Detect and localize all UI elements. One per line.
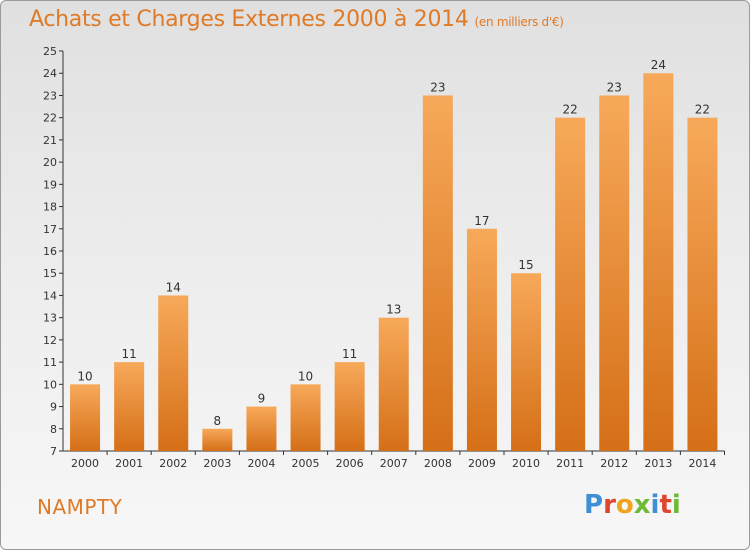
x-tick-label: 2000 bbox=[71, 457, 99, 470]
y-tick-label: 23 bbox=[43, 89, 57, 102]
y-tick-label: 21 bbox=[43, 134, 57, 147]
x-tick-label: 2001 bbox=[115, 457, 143, 470]
y-axis: 7 8 9 10 11 12 13 14 15 16 17 18 19 20 21 22 23 24 25 bbox=[43, 45, 64, 458]
data-label: 15 bbox=[518, 258, 533, 272]
y-tick-label: 17 bbox=[43, 223, 57, 236]
logo-letter: x bbox=[633, 490, 651, 520]
x-tick-label: 2009 bbox=[468, 457, 496, 470]
data-label: 23 bbox=[430, 80, 445, 94]
y-tick-label: 10 bbox=[43, 378, 57, 391]
logo-letter: r bbox=[603, 490, 616, 520]
x-tick-label: 2004 bbox=[247, 457, 275, 470]
bars bbox=[70, 73, 718, 452]
x-tick-label: 2007 bbox=[380, 457, 408, 470]
y-tick-label: 25 bbox=[43, 45, 57, 58]
y-tick-label: 8 bbox=[50, 423, 57, 436]
y-tick-label: 20 bbox=[43, 156, 57, 169]
x-tick-label: 2012 bbox=[600, 457, 628, 470]
y-tick-label: 12 bbox=[43, 334, 57, 347]
data-label: 17 bbox=[474, 214, 489, 228]
bar-2001 bbox=[114, 362, 145, 451]
y-tick-label: 11 bbox=[43, 356, 57, 369]
y-tick-label: 19 bbox=[43, 178, 57, 191]
bar-2007 bbox=[378, 317, 409, 451]
y-tick-label: 22 bbox=[43, 112, 57, 125]
data-label: 23 bbox=[607, 80, 622, 94]
y-tick-label: 14 bbox=[43, 289, 57, 302]
x-tick-label: 2008 bbox=[424, 457, 452, 470]
bar-2014 bbox=[687, 117, 718, 452]
logo-letter: i bbox=[650, 490, 660, 520]
data-label: 13 bbox=[386, 303, 401, 317]
data-label: 10 bbox=[298, 369, 313, 383]
logo-letter: i bbox=[671, 490, 681, 520]
x-axis: 2000 2001 2002 2003 2004 2005 2006 2007 2008 2009… bbox=[63, 450, 725, 470]
chart-title: Achats et Charges Externes 2000 à 2014 (e… bbox=[29, 7, 564, 32]
bar-2003 bbox=[202, 428, 233, 451]
data-label: 14 bbox=[166, 280, 181, 294]
data-label: 11 bbox=[342, 347, 357, 361]
proxiti-logo[interactable]: Proxiti bbox=[584, 490, 681, 520]
data-label: 9 bbox=[258, 392, 266, 406]
x-tick-label: 2013 bbox=[644, 457, 672, 470]
bar-2005 bbox=[290, 384, 321, 451]
y-tick-label: 16 bbox=[43, 245, 57, 258]
logo-letter: t bbox=[659, 490, 672, 520]
x-tick-label: 2005 bbox=[292, 457, 320, 470]
bar-2006 bbox=[334, 362, 365, 451]
data-label: 24 bbox=[651, 58, 666, 72]
y-tick-label: 13 bbox=[43, 312, 57, 325]
data-label: 8 bbox=[214, 414, 222, 428]
y-tick-label: 7 bbox=[50, 445, 57, 458]
data-label: 22 bbox=[695, 103, 710, 117]
x-tick-label: 2002 bbox=[159, 457, 187, 470]
x-tick-label: 2014 bbox=[688, 457, 716, 470]
x-tick-label: 2003 bbox=[203, 457, 231, 470]
bar-2000 bbox=[70, 384, 101, 451]
x-tick-label: 2010 bbox=[512, 457, 540, 470]
bar-2009 bbox=[466, 228, 497, 451]
chart-subtitle: (en milliers d'€) bbox=[474, 15, 564, 29]
bar-2004 bbox=[246, 406, 277, 451]
bar-2008 bbox=[422, 95, 453, 451]
bar-2010 bbox=[511, 273, 542, 451]
y-tick-label: 24 bbox=[43, 67, 57, 80]
y-tick-label: 9 bbox=[50, 401, 57, 414]
commune-name: NAMPTY bbox=[37, 495, 123, 519]
data-label: 10 bbox=[77, 369, 92, 383]
data-label: 22 bbox=[563, 103, 578, 117]
data-labels: 10 11 14 8 9 10 11 13 23 17 15 22 23 24 22 bbox=[77, 58, 710, 428]
bar-2002 bbox=[158, 295, 189, 451]
bar-2012 bbox=[599, 95, 630, 451]
logo-letter: o bbox=[615, 490, 634, 520]
y-tick-label: 15 bbox=[43, 267, 57, 280]
logo-letter: P bbox=[584, 490, 604, 520]
y-tick-label: 18 bbox=[43, 201, 57, 214]
bar-2013 bbox=[643, 73, 674, 451]
data-label: 11 bbox=[122, 347, 137, 361]
x-tick-label: 2011 bbox=[556, 457, 584, 470]
x-tick-label: 2006 bbox=[336, 457, 364, 470]
chart-title-text: Achats et Charges Externes 2000 à 2014 bbox=[29, 7, 469, 32]
bar-2011 bbox=[555, 117, 586, 452]
